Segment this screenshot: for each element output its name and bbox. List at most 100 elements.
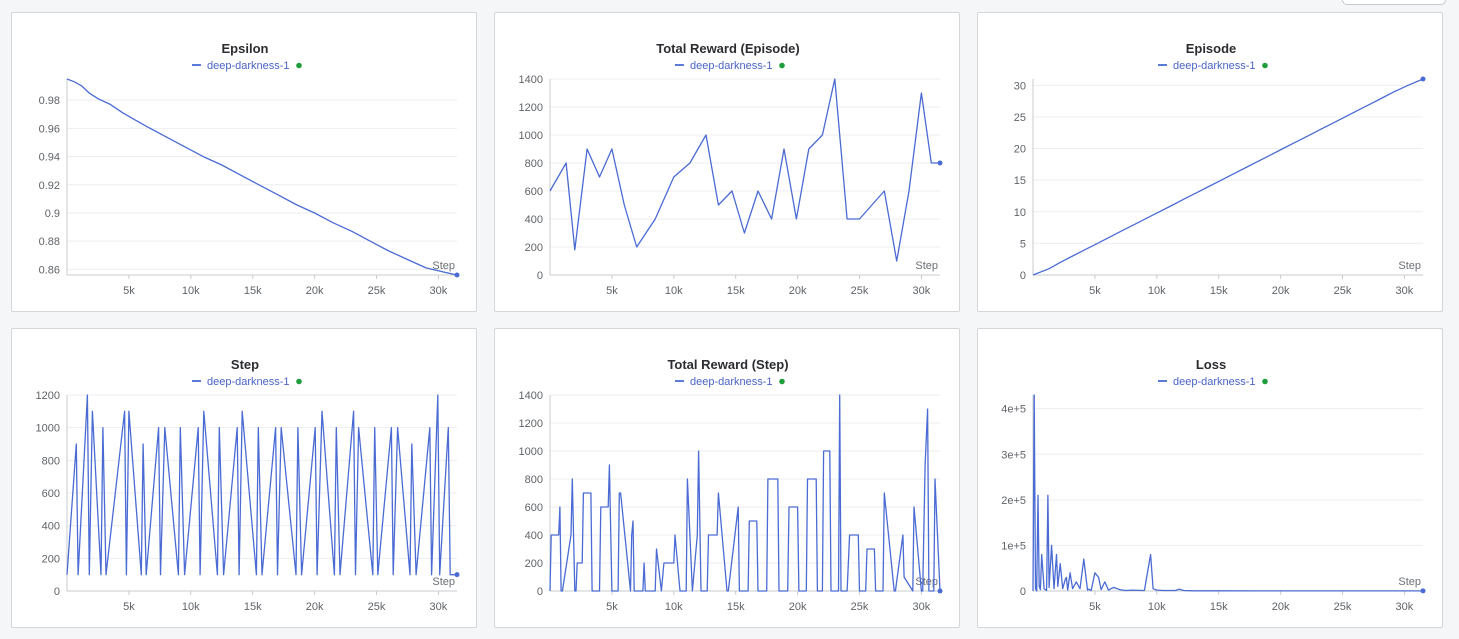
x-tick-label: 5k [123,601,135,613]
chart-title: Epsilon [222,41,269,56]
online-dot-icon [296,378,302,385]
legend-label[interactable]: deep-darkness-1 [207,376,290,388]
series-line[interactable] [549,78,940,262]
x-tick-label: 30k [913,601,931,613]
y-tick-label: 0.86 [39,264,60,276]
x-tick-label: 20k [1272,601,1290,613]
x-tick-label: 10k [1148,285,1166,297]
y-tick-label: 4e+5 [1001,404,1026,416]
chart-svg: Total Reward (Step) deep-darkness-1 0 200 40… [519,357,943,613]
y-tick-label: 0 [537,586,543,598]
series-endpoint[interactable] [937,160,943,166]
y-tick-label: 800 [525,158,543,170]
y-tick-label: 0.96 [39,123,60,135]
y-tick-label: 20 [1014,144,1026,156]
x-tick-label: 5k [606,285,618,297]
legend-label[interactable]: deep-darkness-1 [207,60,290,72]
y-tick-label: 200 [42,553,60,565]
series-endpoint[interactable] [454,272,460,278]
series-endpoint[interactable] [1420,588,1426,594]
series-endpoint[interactable] [454,572,460,578]
x-tick-label: 25k [1334,285,1352,297]
y-tick-label: 800 [42,455,60,467]
y-tick-label: 0 [1020,586,1026,598]
legend-label[interactable]: deep-darkness-1 [690,376,773,388]
y-tick-label: 1000 [36,423,60,435]
series-line[interactable] [1032,78,1424,276]
x-tick-label: 10k [1148,601,1166,613]
online-dot-icon [779,62,785,69]
chart-panel-episode: Episode deep-darkness-1 0 5 10 15 20 25 30 5k 10k 1… [977,12,1443,312]
online-dot-icon [779,378,785,385]
x-axis-label: Step [1398,260,1421,272]
y-tick-label: 3e+5 [1001,449,1026,461]
legend-label[interactable]: deep-darkness-1 [1173,376,1256,388]
y-tick-label: 0.94 [39,152,60,164]
chart-panel-total-reward-step: Total Reward (Step) deep-darkness-1 0 200 40… [494,328,960,628]
chart-svg: Total Reward (Episode) deep-darkness-1 0 20… [519,41,943,297]
chart-svg: Step deep-darkness-1 0 200 400 600 800 1000 1200… [36,357,460,613]
panel-menu-button[interactable] [1342,0,1446,5]
chart-panel-loss: Loss deep-darkness-1 0 1e+5 2e+5 3e+5 4e+5 5k 10… [977,328,1443,628]
y-tick-label: 0.9 [45,208,60,220]
series-line[interactable] [66,78,458,276]
x-tick-label: 20k [789,285,807,297]
y-tick-label: 1200 [519,102,543,114]
y-tick-label: 0.92 [39,180,60,192]
legend-label[interactable]: deep-darkness-1 [690,60,773,72]
y-tick-label: 1000 [519,446,543,458]
y-tick-label: 1200 [36,390,60,402]
x-tick-label: 5k [606,601,618,613]
y-tick-label: 200 [525,242,543,254]
y-tick-label: 0 [54,586,60,598]
chart-title: Step [231,357,259,372]
x-tick-label: 25k [368,601,386,613]
x-tick-label: 20k [1272,285,1290,297]
y-tick-label: 0.88 [39,236,60,248]
x-axis-label: Step [1398,576,1421,588]
x-tick-label: 30k [430,285,448,297]
online-dot-icon [296,62,302,69]
y-tick-label: 0.98 [39,95,60,107]
y-tick-label: 5 [1020,238,1026,250]
y-tick-label: 0 [537,270,543,282]
x-tick-label: 10k [665,285,683,297]
y-tick-label: 1200 [519,418,543,430]
x-tick-label: 15k [1210,601,1228,613]
series-line[interactable] [549,394,941,592]
x-tick-label: 15k [244,285,262,297]
y-tick-label: 1000 [519,130,543,142]
y-tick-label: 200 [525,558,543,570]
x-axis-label: Step [915,576,938,588]
chart-panel-epsilon: Epsilon deep-darkness-1 0.86 0.88 0.9 0.92 0.9… [11,12,477,312]
series-endpoint[interactable] [1420,76,1426,82]
chart-svg: Episode deep-darkness-1 0 5 10 15 20 25 30 5k 10k 1… [1014,41,1426,297]
series-endpoint[interactable] [937,588,943,594]
chart-svg: Epsilon deep-darkness-1 0.86 0.88 0.9 0.92 0.9… [39,41,460,297]
y-tick-label: 1400 [519,74,543,86]
x-axis-label: Step [915,260,938,272]
x-tick-label: 30k [1396,601,1414,613]
x-tick-label: 25k [851,601,869,613]
online-dot-icon [1262,62,1268,69]
series-line[interactable] [66,394,457,576]
x-tick-label: 5k [1089,601,1101,613]
series-line[interactable] [1032,394,1423,592]
x-tick-label: 20k [306,601,324,613]
y-tick-label: 400 [525,214,543,226]
y-tick-label: 0 [1020,270,1026,282]
legend-label[interactable]: deep-darkness-1 [1173,60,1256,72]
y-tick-label: 15 [1014,175,1026,187]
x-tick-label: 30k [1396,285,1414,297]
y-tick-label: 600 [42,488,60,500]
chart-title: Total Reward (Step) [667,357,788,372]
x-tick-label: 20k [306,285,324,297]
x-axis-label: Step [432,576,455,588]
x-tick-label: 20k [789,601,807,613]
x-tick-label: 15k [727,601,745,613]
x-tick-label: 15k [244,601,262,613]
x-tick-label: 25k [368,285,386,297]
y-tick-label: 2e+5 [1001,495,1026,507]
y-tick-label: 600 [525,186,543,198]
chart-title: Episode [1186,41,1237,56]
